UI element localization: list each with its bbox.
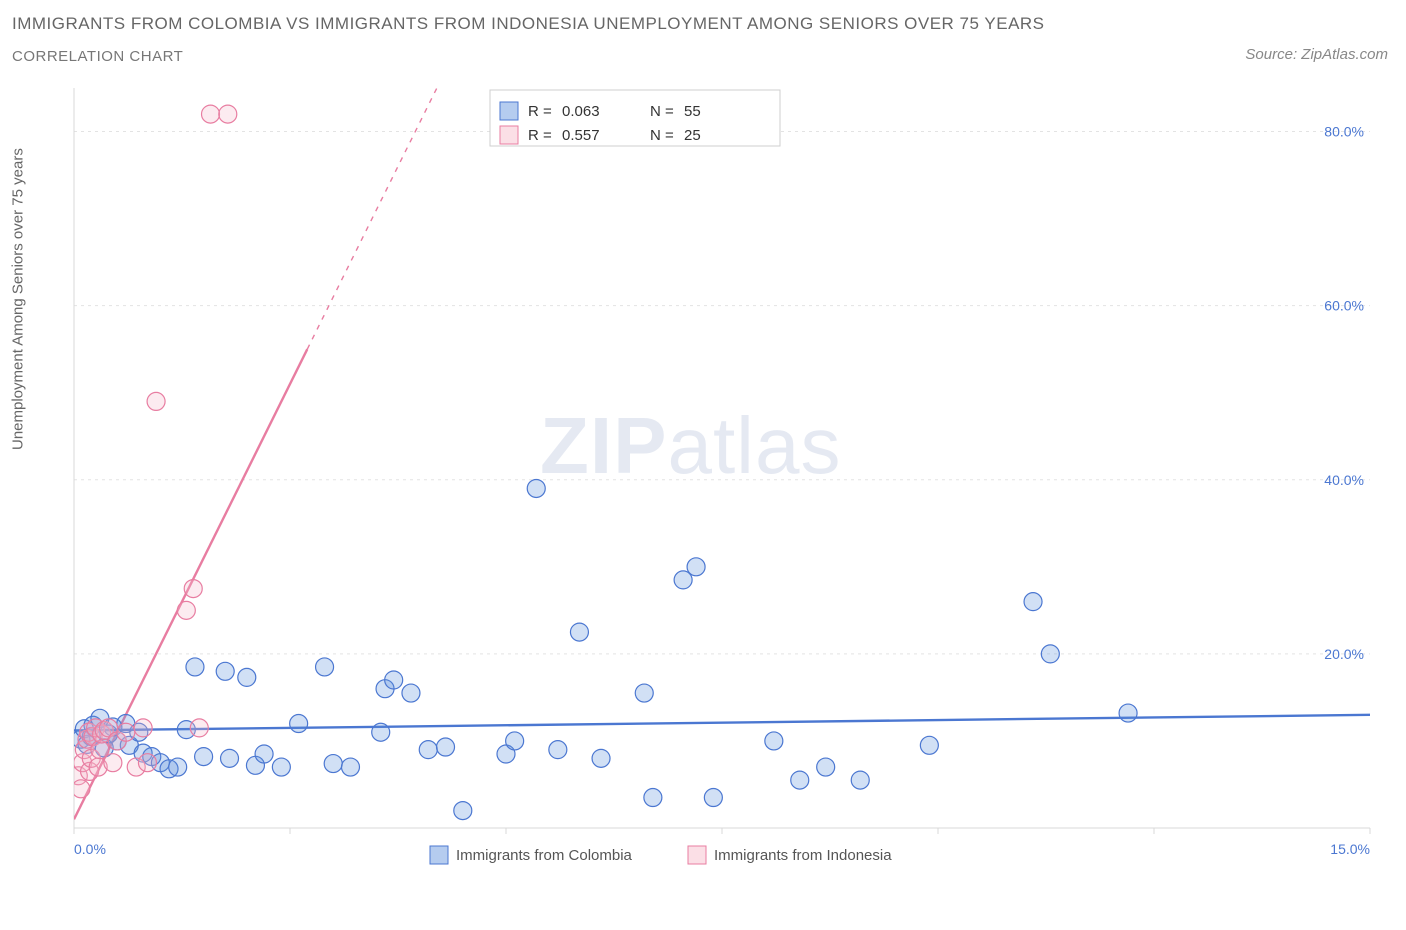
legend-n-label-colombia: N =	[650, 103, 674, 120]
scatter-point-colombia	[592, 749, 610, 767]
source-name: ZipAtlas.com	[1301, 46, 1388, 63]
scatter-point-indonesia	[147, 392, 165, 410]
scatter-point-colombia	[1024, 593, 1042, 611]
scatter-point-colombia	[549, 741, 567, 759]
scatter-point-colombia	[216, 662, 234, 680]
scatter-point-colombia	[851, 771, 869, 789]
chart-title: IMMIGRANTS FROM COLOMBIA VS IMMIGRANTS F…	[12, 14, 1045, 34]
legend-r-label-colombia: R =	[528, 103, 552, 120]
scatter-point-colombia	[454, 802, 472, 820]
x-tick-label: 0.0%	[74, 841, 106, 857]
scatter-point-indonesia	[104, 754, 122, 772]
scatter-point-indonesia	[184, 580, 202, 598]
scatter-point-colombia	[704, 789, 722, 807]
scatter-plot: 0.0% 15.0% 20.0% 40.0% 60.0% 80.0% R = 0.063 N …	[60, 82, 1390, 872]
scatter-point-colombia	[324, 755, 342, 773]
trend-line-dashed-indonesia	[307, 88, 437, 349]
y-tick-label: 60.0%	[1324, 298, 1364, 314]
scatter-point-indonesia	[219, 105, 237, 123]
scatter-point-colombia	[290, 715, 308, 733]
scatter-point-colombia	[341, 758, 359, 776]
source-attribution: Source: ZipAtlas.com	[1245, 46, 1388, 63]
scatter-point-colombia	[687, 558, 705, 576]
scatter-point-indonesia	[72, 780, 90, 798]
legend-r-label-indonesia: R =	[528, 127, 552, 144]
bottom-legend-swatch-colombia	[430, 846, 448, 864]
scatter-point-colombia	[817, 758, 835, 776]
scatter-point-colombia	[195, 748, 213, 766]
scatter-point-indonesia	[134, 719, 152, 737]
bottom-legend-swatch-indonesia	[688, 846, 706, 864]
scatter-point-colombia	[506, 732, 524, 750]
scatter-point-colombia	[765, 732, 783, 750]
bottom-legend-label-indonesia: Immigrants from Indonesia	[714, 847, 892, 864]
scatter-point-colombia	[402, 684, 420, 702]
x-tick-label: 15.0%	[1330, 841, 1370, 857]
chart-subtitle: CORRELATION CHART	[12, 48, 183, 65]
legend-swatch-colombia	[500, 102, 518, 120]
legend-swatch-indonesia	[500, 126, 518, 144]
scatter-point-colombia	[644, 789, 662, 807]
legend-n-label-indonesia: N =	[650, 127, 674, 144]
scatter-point-colombia	[920, 736, 938, 754]
scatter-point-colombia	[316, 658, 334, 676]
scatter-point-indonesia	[177, 601, 195, 619]
scatter-point-colombia	[221, 749, 239, 767]
scatter-point-colombia	[385, 671, 403, 689]
scatter-point-colombia	[437, 738, 455, 756]
legend-r-value-colombia: 0.063	[562, 103, 600, 120]
source-prefix: Source:	[1245, 46, 1301, 63]
scatter-point-colombia	[238, 668, 256, 686]
scatter-point-colombia	[1119, 704, 1137, 722]
scatter-point-colombia	[635, 684, 653, 702]
scatter-point-colombia	[791, 771, 809, 789]
trend-line-colombia	[74, 715, 1370, 731]
legend-n-value-colombia: 55	[684, 103, 701, 120]
scatter-point-indonesia	[138, 754, 156, 772]
y-tick-label: 80.0%	[1324, 124, 1364, 140]
scatter-point-colombia	[255, 745, 273, 763]
scatter-point-colombia	[1041, 645, 1059, 663]
scatter-point-indonesia	[190, 719, 208, 737]
scatter-point-colombia	[372, 723, 390, 741]
bottom-legend-label-colombia: Immigrants from Colombia	[456, 847, 633, 864]
scatter-point-colombia	[186, 658, 204, 676]
scatter-point-colombia	[527, 479, 545, 497]
scatter-point-indonesia	[117, 723, 135, 741]
scatter-point-colombia	[419, 741, 437, 759]
y-axis-label: Unemployment Among Seniors over 75 years	[10, 148, 27, 450]
scatter-point-colombia	[169, 758, 187, 776]
legend-n-value-indonesia: 25	[684, 127, 701, 144]
legend-r-value-indonesia: 0.557	[562, 127, 600, 144]
scatter-point-colombia	[570, 623, 588, 641]
y-tick-label: 20.0%	[1324, 646, 1364, 662]
scatter-point-indonesia	[202, 105, 220, 123]
scatter-point-colombia	[272, 758, 290, 776]
y-tick-label: 40.0%	[1324, 472, 1364, 488]
